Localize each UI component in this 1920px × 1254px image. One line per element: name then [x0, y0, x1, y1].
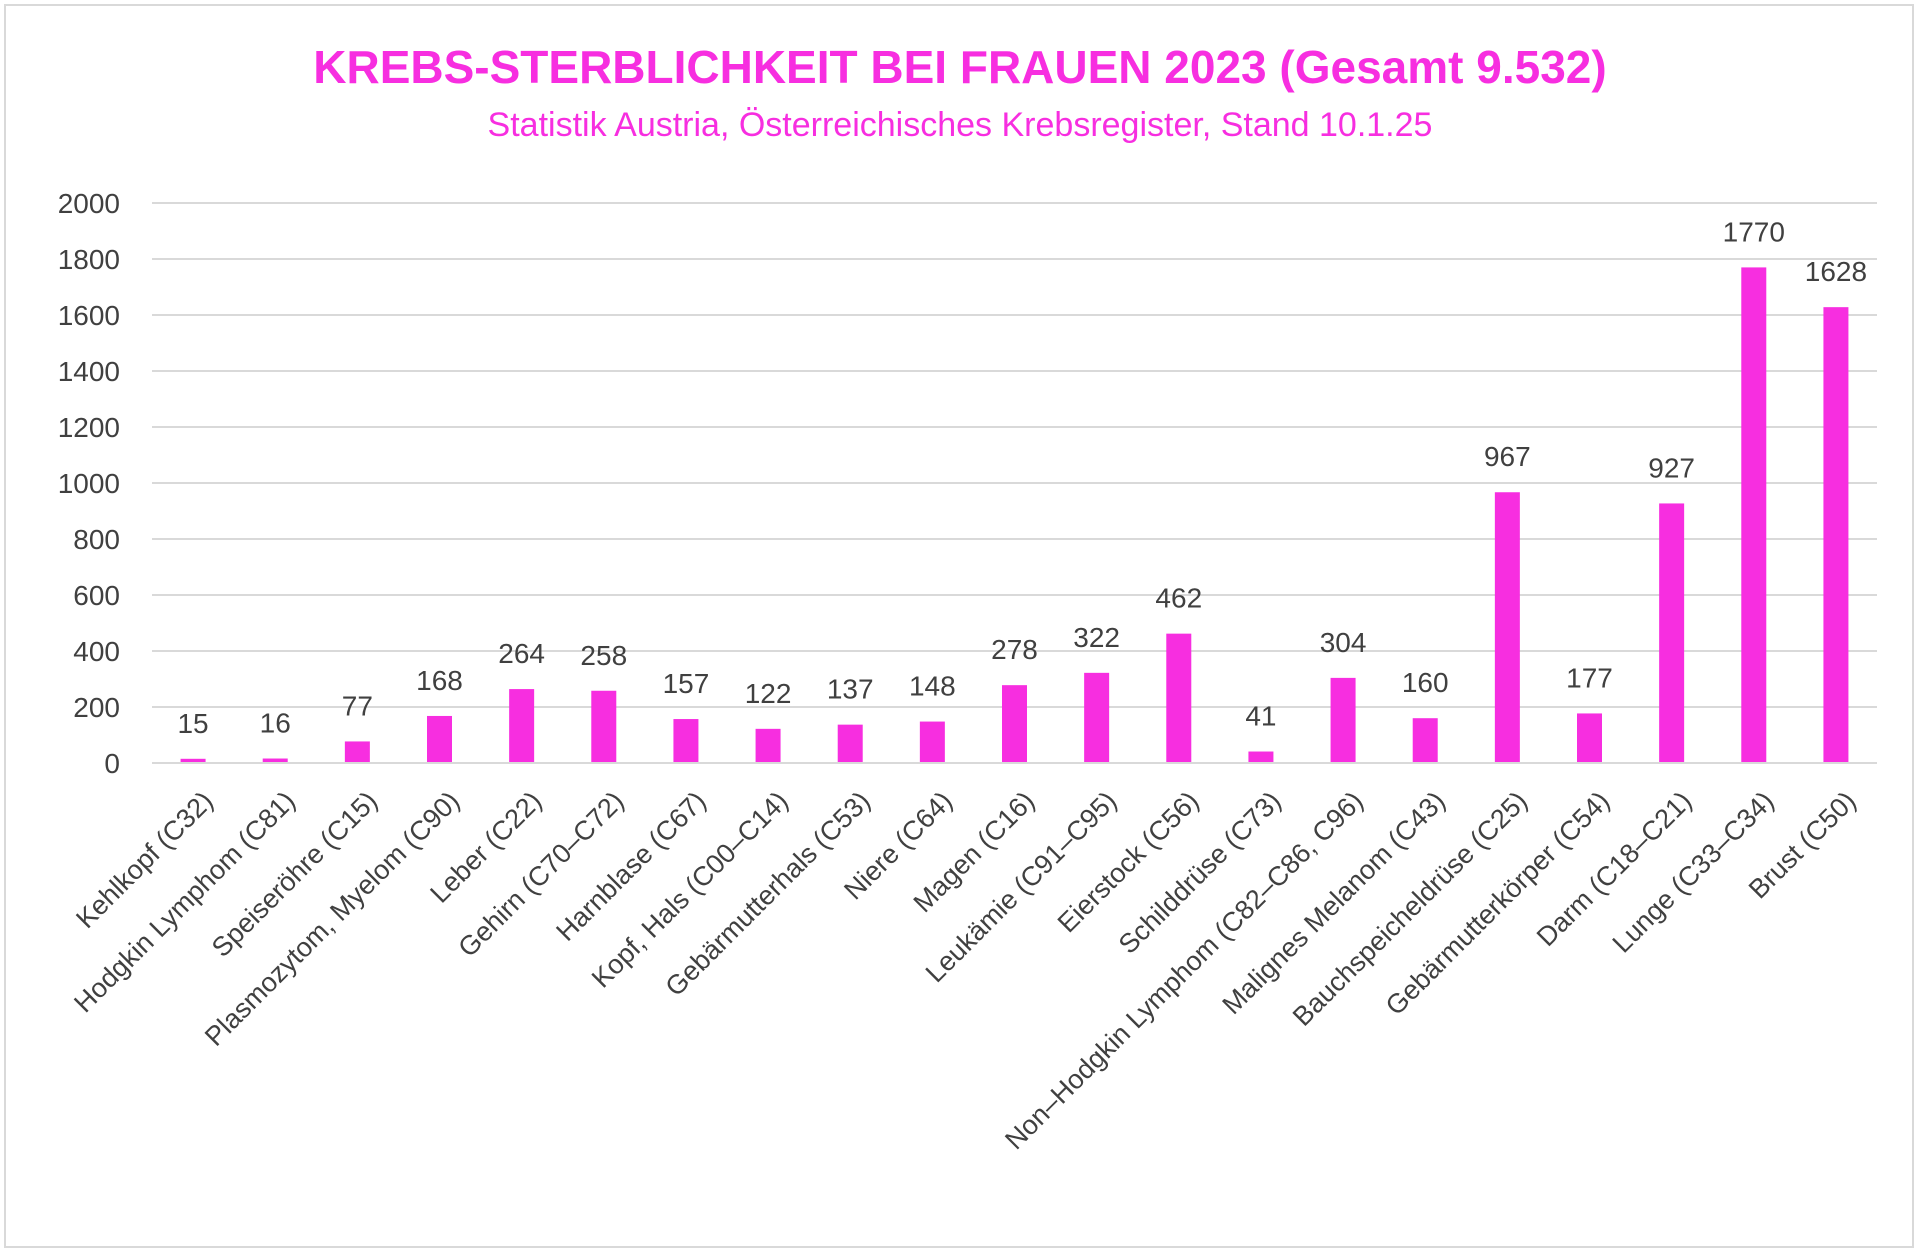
bar — [1741, 267, 1767, 763]
data-label: 77 — [342, 690, 373, 721]
data-label: 1628 — [1805, 256, 1867, 287]
bar — [1659, 503, 1685, 763]
data-label: 137 — [827, 674, 874, 705]
data-label: 177 — [1566, 662, 1613, 693]
y-tick-label: 1600 — [58, 300, 120, 331]
y-tick-label: 400 — [73, 636, 120, 667]
data-label: 1770 — [1723, 216, 1785, 247]
y-tick-label: 1400 — [58, 356, 120, 387]
y-tick-label: 2000 — [58, 188, 120, 219]
data-label: 122 — [745, 678, 792, 709]
data-label: 16 — [260, 708, 291, 739]
data-label: 462 — [1155, 583, 1202, 614]
y-tick-label: 0 — [104, 748, 120, 779]
data-label: 258 — [580, 640, 627, 671]
y-tick-label: 1800 — [58, 244, 120, 275]
bar — [509, 689, 535, 763]
chart-title: KREBS-STERBLICHKEIT BEI FRAUEN 2023 (Ges… — [313, 41, 1607, 93]
bar — [1577, 713, 1602, 763]
data-label: 157 — [663, 668, 710, 699]
bar — [180, 758, 206, 763]
bar — [1330, 677, 1356, 763]
data-label: 15 — [177, 708, 208, 739]
bar — [837, 724, 863, 763]
chart-frame — [4, 4, 1914, 1248]
x-tick-label: Darm (C18–C21) — [1531, 786, 1698, 953]
y-tick-label: 800 — [73, 524, 120, 555]
bar — [1494, 492, 1520, 763]
chart-subtitle: Statistik Austria, Österreichisches Kreb… — [487, 106, 1433, 144]
bar — [755, 728, 781, 763]
data-label: 264 — [498, 638, 545, 669]
bar — [1002, 685, 1027, 763]
data-label: 41 — [1245, 701, 1276, 732]
bar — [919, 721, 945, 763]
bar — [1823, 307, 1849, 763]
bar — [673, 719, 699, 763]
data-label: 967 — [1484, 441, 1531, 472]
x-tick-label: Harnblase (C67) — [550, 786, 711, 947]
bar — [1412, 718, 1438, 763]
bar — [1084, 672, 1110, 763]
bar — [344, 741, 370, 763]
y-tick-label: 200 — [73, 692, 120, 723]
data-label: 278 — [991, 634, 1038, 665]
data-label: 168 — [416, 665, 463, 696]
data-label: 322 — [1073, 622, 1120, 653]
bar — [427, 715, 452, 763]
bar — [591, 690, 617, 763]
bar — [1166, 633, 1192, 763]
y-tick-label: 1000 — [58, 468, 120, 499]
data-label: 148 — [909, 671, 956, 702]
x-tick-label: Kehlkopf (C32) — [70, 786, 219, 935]
y-tick-label: 600 — [73, 580, 120, 611]
x-tick-label: Eierstock (C56) — [1052, 786, 1205, 939]
data-label: 160 — [1402, 667, 1449, 698]
data-label: 304 — [1320, 627, 1367, 658]
y-tick-label: 1200 — [58, 412, 120, 443]
data-label: 927 — [1648, 452, 1695, 483]
bar — [262, 758, 288, 763]
bar — [1248, 751, 1274, 763]
